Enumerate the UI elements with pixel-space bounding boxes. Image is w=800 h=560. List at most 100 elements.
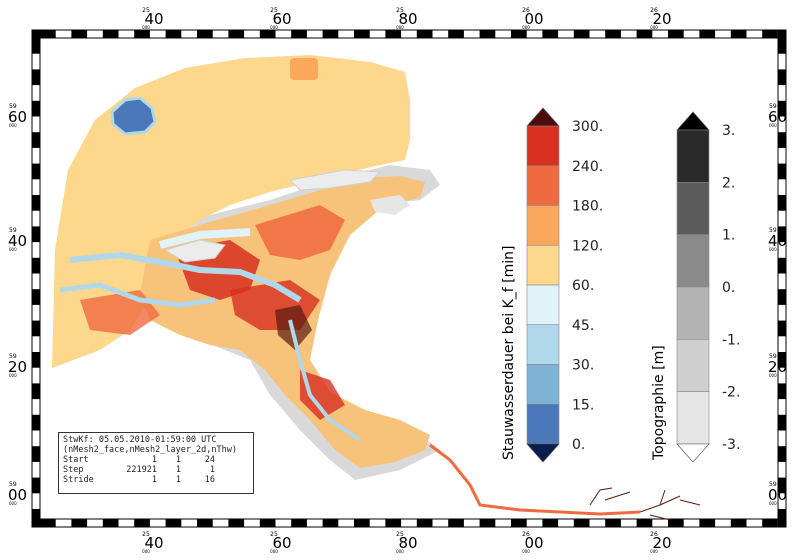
frame-segment xyxy=(778,320,786,337)
frame-segment xyxy=(699,30,716,38)
frame-segment xyxy=(385,30,402,38)
hot-zone xyxy=(300,370,345,420)
left-tick-label: 59 60 000 xyxy=(8,103,27,128)
svg-text:60: 60 xyxy=(768,108,787,126)
svg-text:60: 60 xyxy=(272,10,291,28)
frame-segment xyxy=(778,132,786,148)
legend-label: 240. xyxy=(572,159,603,175)
svg-text:25: 25 xyxy=(142,7,150,14)
bottom-tick-label: 25 80 000 xyxy=(396,531,417,554)
svg-text:000: 000 xyxy=(9,247,17,252)
frame-segment xyxy=(730,519,747,527)
legend-label: 15. xyxy=(572,397,594,413)
legend-under-triangle xyxy=(676,443,710,463)
frame-segment xyxy=(32,414,40,431)
svg-text:000: 000 xyxy=(9,123,17,128)
svg-text:000: 000 xyxy=(142,549,150,554)
frame-segment xyxy=(40,30,56,38)
frame-segment xyxy=(542,519,559,527)
stau-legend: 300. 240. 180. 120. 60. 45. 30. 15. 0. xyxy=(526,107,603,463)
right-tick-label: 59 20 000 xyxy=(768,353,787,378)
top-axis-labels: 25 40 000 25 60 000 25 80 000 26 00 000 … xyxy=(142,7,671,30)
frame-corner xyxy=(32,519,40,527)
frame-segment xyxy=(165,30,182,38)
frame-segment xyxy=(699,519,716,527)
frame-segment xyxy=(354,30,370,38)
frame-segment xyxy=(134,519,150,527)
legend-label: 120. xyxy=(572,238,603,254)
svg-text:000: 000 xyxy=(9,373,17,378)
frame-segment xyxy=(32,195,40,211)
frame-segment xyxy=(32,226,40,243)
svg-text:000: 000 xyxy=(769,501,777,506)
frame-segment xyxy=(32,163,40,180)
legend-swatch xyxy=(526,165,560,206)
inner-frame xyxy=(39,37,779,520)
svg-text:000: 000 xyxy=(650,549,658,554)
legend-over-triangle xyxy=(676,111,710,131)
legend-label: 1. xyxy=(722,228,735,244)
frame-segment xyxy=(102,30,119,38)
frame-segment xyxy=(778,446,786,462)
svg-text:20: 20 xyxy=(652,10,671,28)
svg-text:25: 25 xyxy=(396,531,404,538)
frame-segment xyxy=(197,519,213,527)
legend-swatch xyxy=(676,234,710,288)
topo-legend-title: Topographie [m] xyxy=(651,345,667,461)
deep-water-patch xyxy=(110,96,157,136)
frame-checker-border xyxy=(32,30,786,527)
frame-segment xyxy=(730,30,747,38)
bottom-tick-label: 25 60 000 xyxy=(270,531,291,554)
bottom-axis-labels: 25 40 000 25 60 000 25 80 000 26 00 000 … xyxy=(142,531,671,554)
tidal-channel xyxy=(69,252,302,303)
svg-text:00: 00 xyxy=(8,486,27,504)
frame-segment xyxy=(32,289,40,305)
legend-swatch xyxy=(526,403,560,445)
legend-label: 60. xyxy=(572,278,594,294)
svg-text:000: 000 xyxy=(522,25,530,30)
top-tick-label: 26 20 000 xyxy=(650,7,671,30)
svg-text:000: 000 xyxy=(9,501,17,506)
svg-text:000: 000 xyxy=(769,247,777,252)
frame-segment xyxy=(778,226,786,243)
top-tick-label: 25 40 000 xyxy=(142,7,163,30)
frame-segment xyxy=(778,69,786,86)
frame-segment xyxy=(259,519,276,527)
frame-segment xyxy=(448,30,464,38)
frame-segment xyxy=(636,519,653,527)
frame-corner xyxy=(778,30,786,38)
frame-segment xyxy=(778,509,786,519)
legend-label: 0. xyxy=(572,437,585,453)
legend-swatch xyxy=(526,324,560,365)
svg-text:59: 59 xyxy=(9,481,17,488)
info-row: Stride 1 1 16 xyxy=(63,475,215,485)
frame-segment xyxy=(197,30,213,38)
svg-text:000: 000 xyxy=(769,373,777,378)
legend-label: -2. xyxy=(722,385,740,401)
frame-segment xyxy=(416,30,433,38)
legend-label: 3. xyxy=(722,123,735,139)
right-tick-label: 59 00 000 xyxy=(768,481,787,506)
frame-segment xyxy=(134,30,150,38)
frame-segment xyxy=(778,195,786,211)
legend-swatch xyxy=(526,205,560,246)
sand-island xyxy=(163,239,226,263)
legend-swatch xyxy=(526,244,560,286)
frame-segment xyxy=(228,30,245,38)
svg-text:26: 26 xyxy=(650,7,658,14)
frame-segment xyxy=(778,38,786,54)
bottom-tick-label: 26 20 000 xyxy=(650,531,671,554)
svg-text:59: 59 xyxy=(769,103,777,110)
right-tick-label: 59 40 000 xyxy=(768,227,787,252)
svg-text:25: 25 xyxy=(396,7,404,14)
frame-segment xyxy=(40,519,56,527)
svg-text:00: 00 xyxy=(524,10,543,28)
frame-segment xyxy=(668,30,684,38)
legend-swatch xyxy=(676,286,710,340)
legend-over-triangle xyxy=(526,107,560,127)
svg-text:26: 26 xyxy=(650,531,658,538)
outer-frame xyxy=(31,29,787,528)
frame-segment xyxy=(762,519,778,527)
frame-segment xyxy=(32,132,40,148)
frame-segment xyxy=(385,519,402,527)
